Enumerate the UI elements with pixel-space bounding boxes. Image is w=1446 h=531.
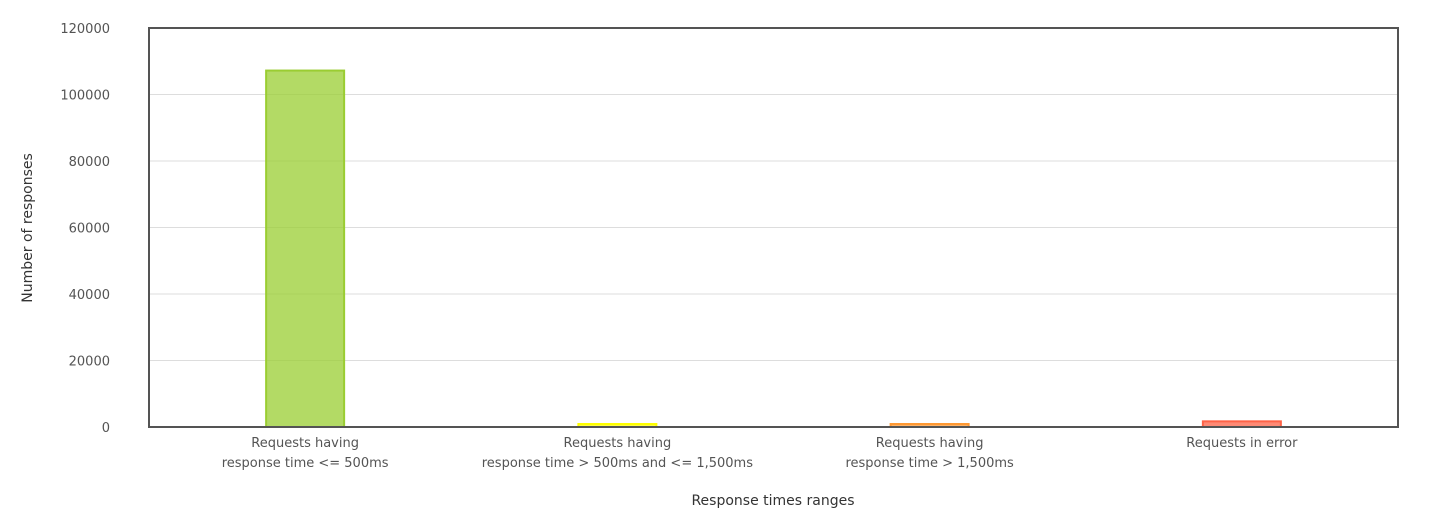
x-category-label: Requests having response time > 1,500ms — [845, 436, 1014, 471]
y-tick-label: 100000 — [60, 89, 110, 104]
x-category-labels: Requests having response time <= 500msReq… — [222, 436, 1298, 471]
y-tick-label: 20000 — [69, 355, 110, 370]
y-tick-label: 0 — [102, 421, 110, 436]
x-axis-title: Response times ranges — [691, 493, 854, 509]
y-tick-label: 60000 — [69, 222, 110, 237]
x-category-label-line: Requests having — [876, 436, 984, 451]
x-category-label: Requests in error — [1186, 436, 1298, 451]
x-category-label-line: Requests having — [251, 436, 359, 451]
bar-layer — [265, 69, 1282, 429]
x-category-label: Requests having response time <= 500ms — [222, 436, 389, 471]
y-tick-label: 40000 — [69, 288, 110, 303]
x-category-label: Requests having response time > 500ms and… — [482, 436, 753, 471]
y-tick-label: 80000 — [69, 155, 110, 170]
plot-frame — [148, 27, 1399, 428]
x-category-label-line: Requests in error — [1186, 436, 1298, 451]
x-category-label-line: response time <= 500ms — [222, 456, 389, 471]
y-tick-labels: 0 20000 40000 60000 80000 100000 120000 — [60, 22, 110, 436]
x-category-label-line: response time > 500ms and <= 1,500ms — [482, 456, 753, 471]
grid-layer — [149, 94, 1398, 361]
y-axis-title: Number of responses — [20, 153, 36, 303]
x-category-label-line: Requests having — [564, 436, 672, 451]
bar — [265, 69, 346, 428]
x-category-label-line: response time > 1,500ms — [845, 456, 1014, 471]
y-tick-label: 120000 — [60, 22, 110, 37]
